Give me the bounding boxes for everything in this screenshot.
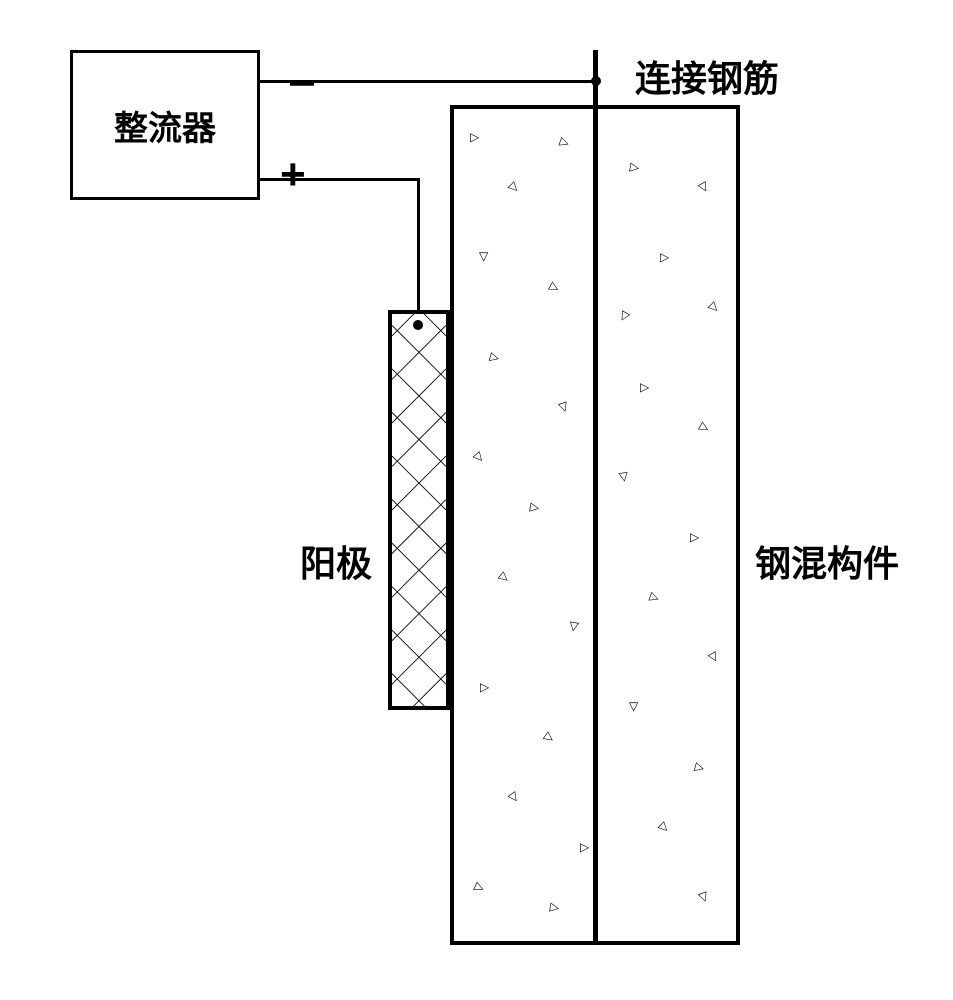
anode	[388, 310, 450, 710]
aggregate-particle: ▷	[690, 530, 699, 544]
positive-wire-v	[417, 178, 420, 326]
positive-terminal-dot	[413, 320, 423, 330]
plus-sign: +	[280, 150, 306, 200]
aggregate-particle: ▷	[480, 680, 489, 694]
aggregate-particle: ▷	[580, 840, 589, 854]
negative-wire	[260, 80, 596, 83]
aggregate-particle: ▷	[628, 702, 642, 711]
concrete-member-label: 钢混构件	[755, 535, 899, 587]
minus-sign: −	[288, 56, 316, 111]
rebar	[593, 50, 598, 945]
negative-terminal-dot	[591, 76, 601, 86]
rectifier-label: 整流器	[114, 101, 216, 150]
anode-hatch-pattern	[392, 314, 446, 706]
aggregate-particle: ▷	[640, 380, 649, 394]
connect-rebar-label: 连接钢筋	[635, 50, 779, 102]
aggregate-particle: ▷	[660, 250, 669, 264]
aggregate-particle: ▷	[470, 130, 479, 144]
aggregate-particle: ▷	[478, 252, 492, 261]
anode-label: 阳极	[300, 535, 372, 587]
rectifier-box: 整流器	[70, 50, 260, 200]
positive-wire-h	[260, 178, 420, 181]
